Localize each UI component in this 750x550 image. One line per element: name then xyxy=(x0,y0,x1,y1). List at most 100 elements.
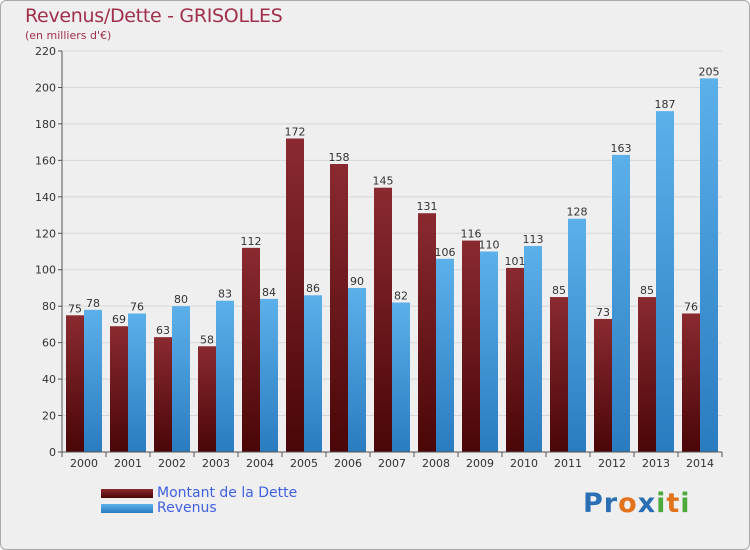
bar-revenus xyxy=(568,218,586,452)
y-tick-label: 80 xyxy=(42,300,56,313)
bar-revenus xyxy=(172,306,190,452)
data-label: 83 xyxy=(218,288,232,301)
data-label: 113 xyxy=(523,233,544,246)
x-tick-label: 2010 xyxy=(510,457,538,470)
data-label: 145 xyxy=(373,175,394,188)
x-tick-label: 2007 xyxy=(378,457,406,470)
data-label: 76 xyxy=(130,300,144,313)
bar-revenus xyxy=(128,313,146,452)
x-tick-label: 2006 xyxy=(334,457,362,470)
logo-letter: i xyxy=(656,488,667,519)
data-label: 69 xyxy=(112,313,126,326)
legend-label-dette: Montant de la Dette xyxy=(157,485,298,501)
x-tick-label: 2013 xyxy=(642,457,670,470)
x-tick-label: 2003 xyxy=(202,457,230,470)
logo-letter: o xyxy=(618,488,638,519)
bar-dette xyxy=(682,313,700,452)
data-label: 80 xyxy=(174,293,188,306)
bar-revenus xyxy=(524,246,542,452)
data-label: 128 xyxy=(567,206,588,219)
logo-letter: x xyxy=(637,488,657,519)
bar-revenus xyxy=(348,287,366,452)
bar-dette xyxy=(374,187,392,453)
bar-revenus xyxy=(392,302,410,452)
data-label: 84 xyxy=(262,286,276,299)
proxiti-logo: Proxiti xyxy=(583,488,691,519)
x-tick-label: 2004 xyxy=(246,457,274,470)
data-label: 58 xyxy=(200,333,214,346)
y-tick-label: 200 xyxy=(35,81,56,94)
bar-dette xyxy=(638,297,656,452)
data-label: 73 xyxy=(596,306,610,319)
data-label: 85 xyxy=(552,284,566,297)
data-label: 172 xyxy=(285,125,306,138)
bar-dette xyxy=(66,315,84,452)
x-tick-label: 2001 xyxy=(114,457,142,470)
logo-letter: i xyxy=(680,488,691,519)
x-tick-label: 2002 xyxy=(158,457,186,470)
bar-revenus xyxy=(260,298,278,452)
logo-letter: r xyxy=(603,488,619,519)
x-tick-label: 2008 xyxy=(422,457,450,470)
chart-title: Revenus/Dette - GRISOLLES xyxy=(25,5,283,27)
data-label: 116 xyxy=(461,228,482,241)
data-label: 82 xyxy=(394,290,408,303)
data-label: 86 xyxy=(306,282,320,295)
bar-revenus xyxy=(304,295,322,452)
x-tick-label: 2005 xyxy=(290,457,318,470)
data-label: 131 xyxy=(417,200,438,213)
bar-revenus xyxy=(700,78,718,452)
data-label: 78 xyxy=(86,297,100,310)
data-label: 205 xyxy=(699,65,720,78)
bar-revenus xyxy=(216,300,234,452)
logo-letter: P xyxy=(583,488,604,519)
bar-dette xyxy=(506,267,524,452)
x-tick-label: 2000 xyxy=(70,457,98,470)
bar-revenus xyxy=(612,154,630,453)
x-tick-label: 2011 xyxy=(554,457,582,470)
bar-dette xyxy=(550,297,568,452)
data-label: 187 xyxy=(655,98,676,111)
y-tick-label: 40 xyxy=(42,373,56,386)
data-label: 158 xyxy=(329,151,350,164)
y-tick-label: 60 xyxy=(42,337,56,350)
data-label: 75 xyxy=(68,302,82,315)
y-tick-label: 0 xyxy=(49,446,56,459)
y-tick-label: 220 xyxy=(35,45,56,58)
legend-label-revenus: Revenus xyxy=(157,500,217,516)
legend-swatch-revenus xyxy=(101,504,153,513)
bar-revenus xyxy=(84,309,102,452)
bar-revenus xyxy=(480,251,498,452)
data-label: 85 xyxy=(640,284,654,297)
bar-dette xyxy=(154,337,172,452)
y-tick-label: 180 xyxy=(35,118,56,131)
bar-dette xyxy=(198,346,216,452)
data-label: 63 xyxy=(156,324,170,337)
logo-letter: t xyxy=(666,488,681,519)
y-tick-label: 120 xyxy=(35,227,56,240)
data-label: 76 xyxy=(684,300,698,313)
bar-dette xyxy=(330,164,348,452)
x-tick-label: 2014 xyxy=(686,457,714,470)
bar-dette xyxy=(418,213,436,452)
bar-dette xyxy=(594,318,612,452)
y-tick-label: 20 xyxy=(42,410,56,423)
bar-revenus xyxy=(656,111,674,453)
data-label: 112 xyxy=(241,235,262,248)
y-tick-label: 140 xyxy=(35,191,56,204)
bar-dette xyxy=(110,326,128,452)
data-label: 110 xyxy=(479,239,500,252)
bar-dette xyxy=(242,247,260,452)
legend-swatch-dette xyxy=(101,489,153,498)
bar-dette xyxy=(286,138,304,452)
data-label: 106 xyxy=(435,246,456,259)
x-tick-label: 2012 xyxy=(598,457,626,470)
data-label: 163 xyxy=(611,142,632,155)
data-label: 90 xyxy=(350,275,364,288)
bar-revenus xyxy=(436,258,454,452)
bar-dette xyxy=(462,240,480,452)
x-tick-label: 2009 xyxy=(466,457,494,470)
chart-subtitle: (en milliers d'€) xyxy=(25,29,112,42)
